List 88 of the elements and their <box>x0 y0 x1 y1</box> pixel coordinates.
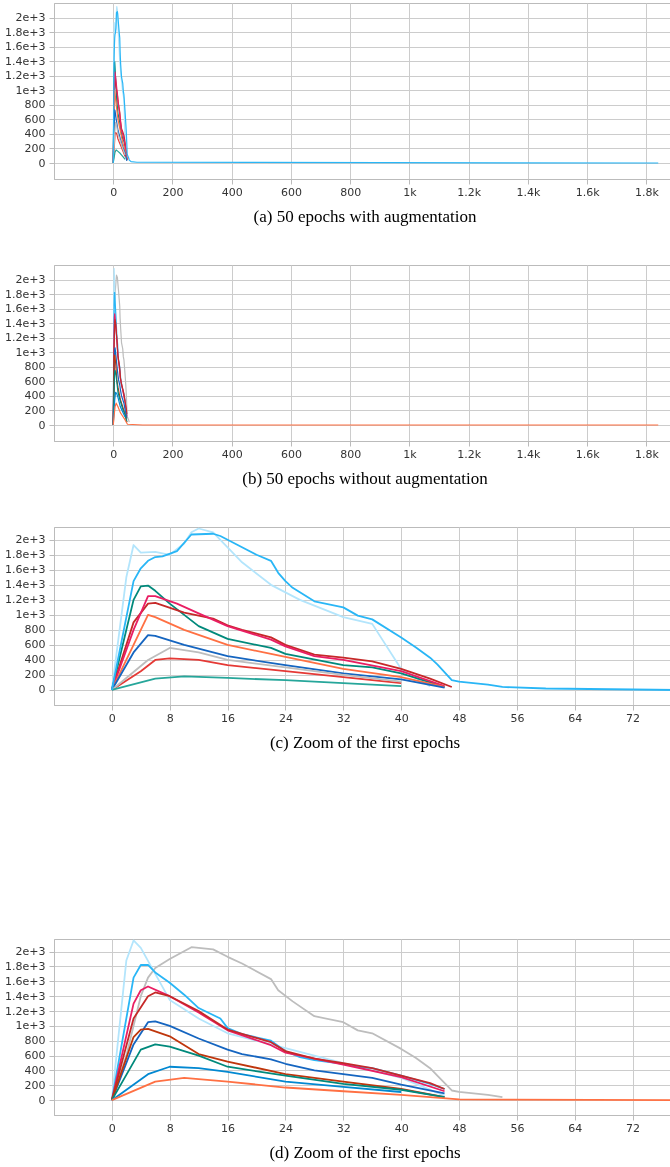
x-tick-label: 40 <box>394 1121 409 1135</box>
x-tick-label: 8 <box>166 1121 174 1135</box>
y-tick-label: 400 <box>24 389 46 403</box>
y-tick-label: 600 <box>24 1049 46 1063</box>
x-tick-label: 0 <box>108 1121 116 1135</box>
y-tick-label: 200 <box>24 668 46 682</box>
y-tick-label: 800 <box>24 1034 46 1048</box>
y-tick-label: 1e+3 <box>15 608 46 622</box>
x-tick-label: 400 <box>221 185 243 199</box>
y-tick-label: 600 <box>24 112 46 126</box>
y-tick-label: 2e+3 <box>15 11 46 25</box>
x-tick-label: 1.2k <box>457 447 482 461</box>
y-tick-label: 600 <box>24 374 46 388</box>
x-tick-label: 48 <box>452 1121 467 1135</box>
x-tick-label: 1k <box>403 447 418 461</box>
x-tick-label: 400 <box>221 447 243 461</box>
y-tick-label: 0 <box>38 1093 46 1107</box>
y-tick-label: 600 <box>24 638 46 652</box>
y-tick-label: 2e+3 <box>15 533 46 547</box>
text: (d) Zoom of the first epochs <box>269 1143 461 1162</box>
x-tick-label: 1.4k <box>516 185 541 199</box>
x-tick-label: 1.2k <box>457 185 482 199</box>
x-tick-label: 0 <box>110 447 118 461</box>
y-tick-label: 1.6e+3 <box>5 563 46 577</box>
y-tick-label: 1.4e+3 <box>5 578 46 592</box>
y-tick-label: 800 <box>24 98 46 112</box>
x-tick-label: 1k <box>403 185 418 199</box>
y-tick-label: 200 <box>24 1078 46 1092</box>
y-tick-label: 800 <box>24 623 46 637</box>
text: (a) 50 epochs with augmentation <box>253 207 477 226</box>
y-tick-label: 800 <box>24 360 46 374</box>
y-tick-label: 1.4e+3 <box>5 54 46 68</box>
text: (c) Zoom of the first epochs <box>269 733 461 752</box>
x-tick-label: 200 <box>162 185 184 199</box>
x-tick-label: 64 <box>568 1121 583 1135</box>
y-tick-label: 1.8e+3 <box>5 25 46 39</box>
x-tick-label: 72 <box>626 711 641 725</box>
x-tick-label: 48 <box>452 711 467 725</box>
y-tick-label: 400 <box>24 653 46 667</box>
y-tick-label: 1.2e+3 <box>5 331 46 345</box>
x-tick-label: 16 <box>221 1121 236 1135</box>
x-tick-label: 32 <box>336 1121 351 1135</box>
y-tick-label: 1e+3 <box>15 83 46 97</box>
y-tick-label: 2e+3 <box>15 273 46 287</box>
x-tick-label: 1.8k <box>634 447 660 461</box>
x-tick-label: 72 <box>626 1121 641 1135</box>
y-tick-label: 1.6e+3 <box>5 302 46 316</box>
x-tick-label: 24 <box>278 711 293 725</box>
x-tick-label: 200 <box>162 447 184 461</box>
y-tick-label: 1.6e+3 <box>5 974 46 988</box>
y-tick-label: 200 <box>24 403 46 417</box>
x-tick-label: 8 <box>166 711 174 725</box>
y-tick-label: 1.8e+3 <box>5 287 46 301</box>
y-tick-label: 1.2e+3 <box>5 1004 46 1018</box>
text: (b) 50 epochs without augmentation <box>242 469 489 488</box>
x-tick-label: 40 <box>394 711 409 725</box>
y-tick-label: 1.4e+3 <box>5 316 46 330</box>
y-tick-label: 1.6e+3 <box>5 40 46 54</box>
x-tick-label: 0 <box>110 185 118 199</box>
y-tick-label: 1e+3 <box>15 1019 46 1033</box>
x-tick-label: 56 <box>510 711 525 725</box>
x-tick-label: 16 <box>221 711 236 725</box>
y-tick-label: 200 <box>24 141 46 155</box>
y-tick-label: 1.2e+3 <box>5 593 46 607</box>
x-tick-label: 600 <box>280 447 302 461</box>
x-tick-label: 1.8k <box>634 185 660 199</box>
x-tick-label: 1.6k <box>575 447 601 461</box>
x-tick-label: 64 <box>568 711 583 725</box>
y-tick-label: 1e+3 <box>15 345 46 359</box>
x-tick-label: 800 <box>340 185 362 199</box>
y-tick-label: 2e+3 <box>15 945 46 959</box>
x-tick-label: 24 <box>278 1121 293 1135</box>
y-tick-label: 1.4e+3 <box>5 989 46 1003</box>
y-tick-label: 1.8e+3 <box>5 548 46 562</box>
x-tick-label: 32 <box>336 711 351 725</box>
y-tick-label: 1.8e+3 <box>5 959 46 973</box>
y-tick-label: 0 <box>38 683 46 697</box>
y-tick-label: 400 <box>24 1063 46 1077</box>
y-tick-label: 1.2e+3 <box>5 69 46 83</box>
y-tick-label: 400 <box>24 127 46 141</box>
x-tick-label: 56 <box>510 1121 525 1135</box>
x-tick-label: 1.6k <box>575 185 601 199</box>
x-tick-label: 1.4k <box>516 447 541 461</box>
x-tick-label: 0 <box>108 711 116 725</box>
x-tick-label: 800 <box>340 447 362 461</box>
y-tick-label: 0 <box>38 156 46 170</box>
x-tick-label: 600 <box>280 185 302 199</box>
y-tick-label: 0 <box>38 418 46 432</box>
